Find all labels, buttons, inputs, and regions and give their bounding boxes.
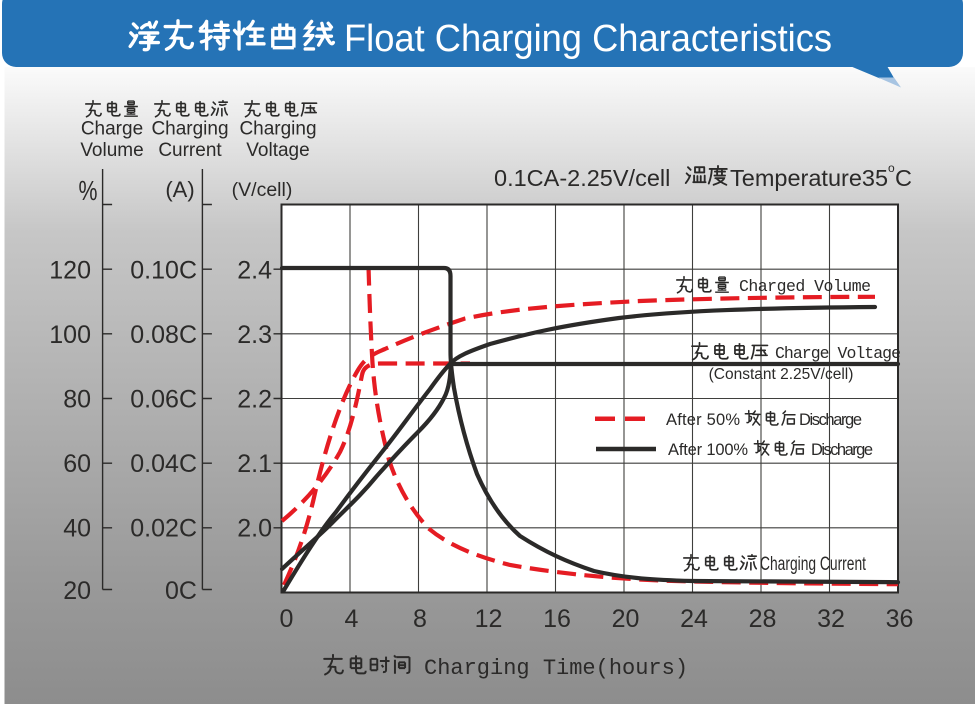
svg-text:o: o (888, 161, 895, 175)
svg-text:Charging Time(hours): Charging Time(hours) (424, 656, 688, 681)
svg-text:After 100%: After 100% (668, 441, 748, 459)
svg-text:40: 40 (63, 515, 91, 543)
svg-text:120: 120 (49, 257, 91, 285)
svg-text:Charge Voltage: Charge Voltage (775, 344, 901, 363)
svg-text:36: 36 (886, 605, 914, 633)
svg-text:(V/cell): (V/cell) (232, 179, 293, 201)
svg-text:Charging Current: Charging Current (760, 554, 867, 575)
svg-text:0.02C: 0.02C (130, 515, 197, 543)
svg-text:0.04C: 0.04C (130, 450, 197, 478)
svg-text:2.2: 2.2 (237, 386, 272, 414)
svg-text:Discharge: Discharge (811, 441, 873, 459)
svg-text:8: 8 (413, 605, 427, 633)
svg-text:0.06C: 0.06C (130, 386, 197, 414)
svg-text:80: 80 (63, 386, 91, 414)
svg-text:Current: Current (158, 140, 222, 161)
svg-text:12: 12 (475, 605, 503, 633)
svg-text:32: 32 (817, 605, 845, 633)
svg-text:20: 20 (612, 605, 640, 633)
svg-text:24: 24 (680, 605, 708, 633)
svg-text:Float Charging Characteristics: Float Charging Characteristics (344, 18, 832, 60)
svg-text:0: 0 (280, 605, 294, 633)
svg-text:0.08C: 0.08C (130, 321, 197, 349)
svg-text:Charging: Charging (239, 119, 316, 140)
svg-text:After 50%: After 50% (666, 411, 740, 429)
svg-text:0.1CA-2.25V/cell: 0.1CA-2.25V/cell (494, 165, 670, 191)
svg-text:C: C (895, 165, 912, 191)
svg-text:Charging: Charging (151, 119, 228, 140)
svg-text:20: 20 (63, 577, 91, 605)
svg-text:16: 16 (543, 605, 571, 633)
svg-text:0C: 0C (165, 577, 197, 605)
svg-text:2.3: 2.3 (237, 321, 272, 349)
svg-text:2.1: 2.1 (237, 450, 272, 478)
svg-text:100: 100 (49, 321, 91, 349)
svg-text:2.4: 2.4 (237, 257, 272, 285)
svg-text:(A): (A) (165, 177, 194, 202)
svg-text:4: 4 (345, 605, 359, 633)
svg-text:Charged Volume: Charged Volume (739, 277, 871, 296)
svg-text:(Constant 2.25V/cell): (Constant 2.25V/cell) (709, 366, 854, 383)
svg-text:60: 60 (63, 450, 91, 478)
svg-text:28: 28 (749, 605, 777, 633)
svg-text:%: % (79, 175, 98, 206)
svg-text:Discharge: Discharge (799, 411, 862, 429)
svg-text:Charge: Charge (81, 119, 143, 140)
svg-text:0.10C: 0.10C (130, 257, 197, 285)
svg-text:Voltage: Voltage (246, 140, 309, 161)
svg-text:Temperature35: Temperature35 (730, 165, 888, 191)
svg-text:2.0: 2.0 (237, 515, 272, 543)
svg-text:Volume: Volume (80, 140, 143, 161)
